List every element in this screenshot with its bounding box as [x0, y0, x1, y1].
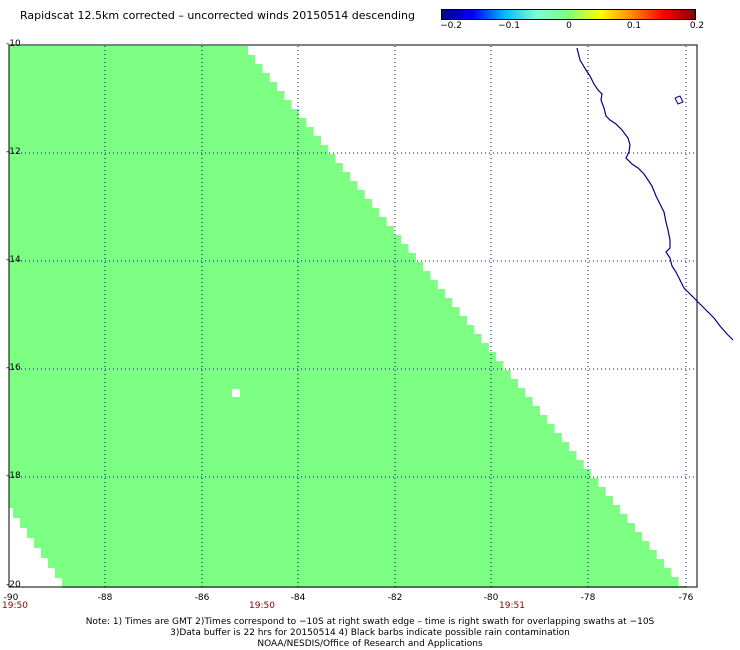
- color-scale-bar: [441, 9, 696, 20]
- latitude-label: -12: [6, 147, 21, 157]
- colorbar-tick-label: 0.2: [689, 21, 705, 31]
- longitude-label: -84: [290, 593, 306, 603]
- colorbar-tick-label: −0.2: [440, 21, 462, 31]
- missing-data-cell: [232, 389, 240, 397]
- swath-time-label: 19:50: [2, 601, 28, 611]
- swath-time-label: 19:51: [499, 601, 525, 611]
- map-title: Rapidscat 12.5km corrected – uncorrected…: [20, 9, 416, 22]
- latitude-label: -20: [6, 580, 21, 590]
- latitude-label: -16: [6, 363, 21, 373]
- colorbar-tick-label: 0: [566, 21, 572, 31]
- coastline: [576, 47, 734, 341]
- latitude-label: -14: [6, 255, 21, 265]
- footnote-credit: NOAA/NESDIS/Office of Research and Appli…: [257, 639, 483, 649]
- longitude-label: -78: [580, 593, 596, 603]
- latitude-label: -10: [6, 39, 21, 49]
- longitude-label: -80: [483, 593, 499, 603]
- longitude-label: -76: [678, 593, 694, 603]
- map-frame: [8, 44, 698, 588]
- longitude-label: -88: [97, 593, 113, 603]
- colorbar-tick-label: −0.1: [498, 21, 520, 31]
- longitude-label: -90: [3, 593, 19, 603]
- colorbar-tick-label: 0.1: [626, 21, 642, 31]
- footnote-line: 3)Data buffer is 22 hrs for 20150514 4) …: [170, 628, 570, 638]
- footnote-line: Note: 1) Times are GMT 2)Times correspon…: [85, 617, 655, 627]
- lat-lon-grid: [9, 46, 697, 587]
- swath-data-area: [6, 46, 686, 588]
- swath-time-label: 19:50: [249, 601, 275, 611]
- longitude-label: -86: [194, 593, 210, 603]
- latitude-label: -18: [6, 471, 21, 481]
- longitude-label: -82: [387, 593, 403, 603]
- island-outline: [674, 95, 684, 105]
